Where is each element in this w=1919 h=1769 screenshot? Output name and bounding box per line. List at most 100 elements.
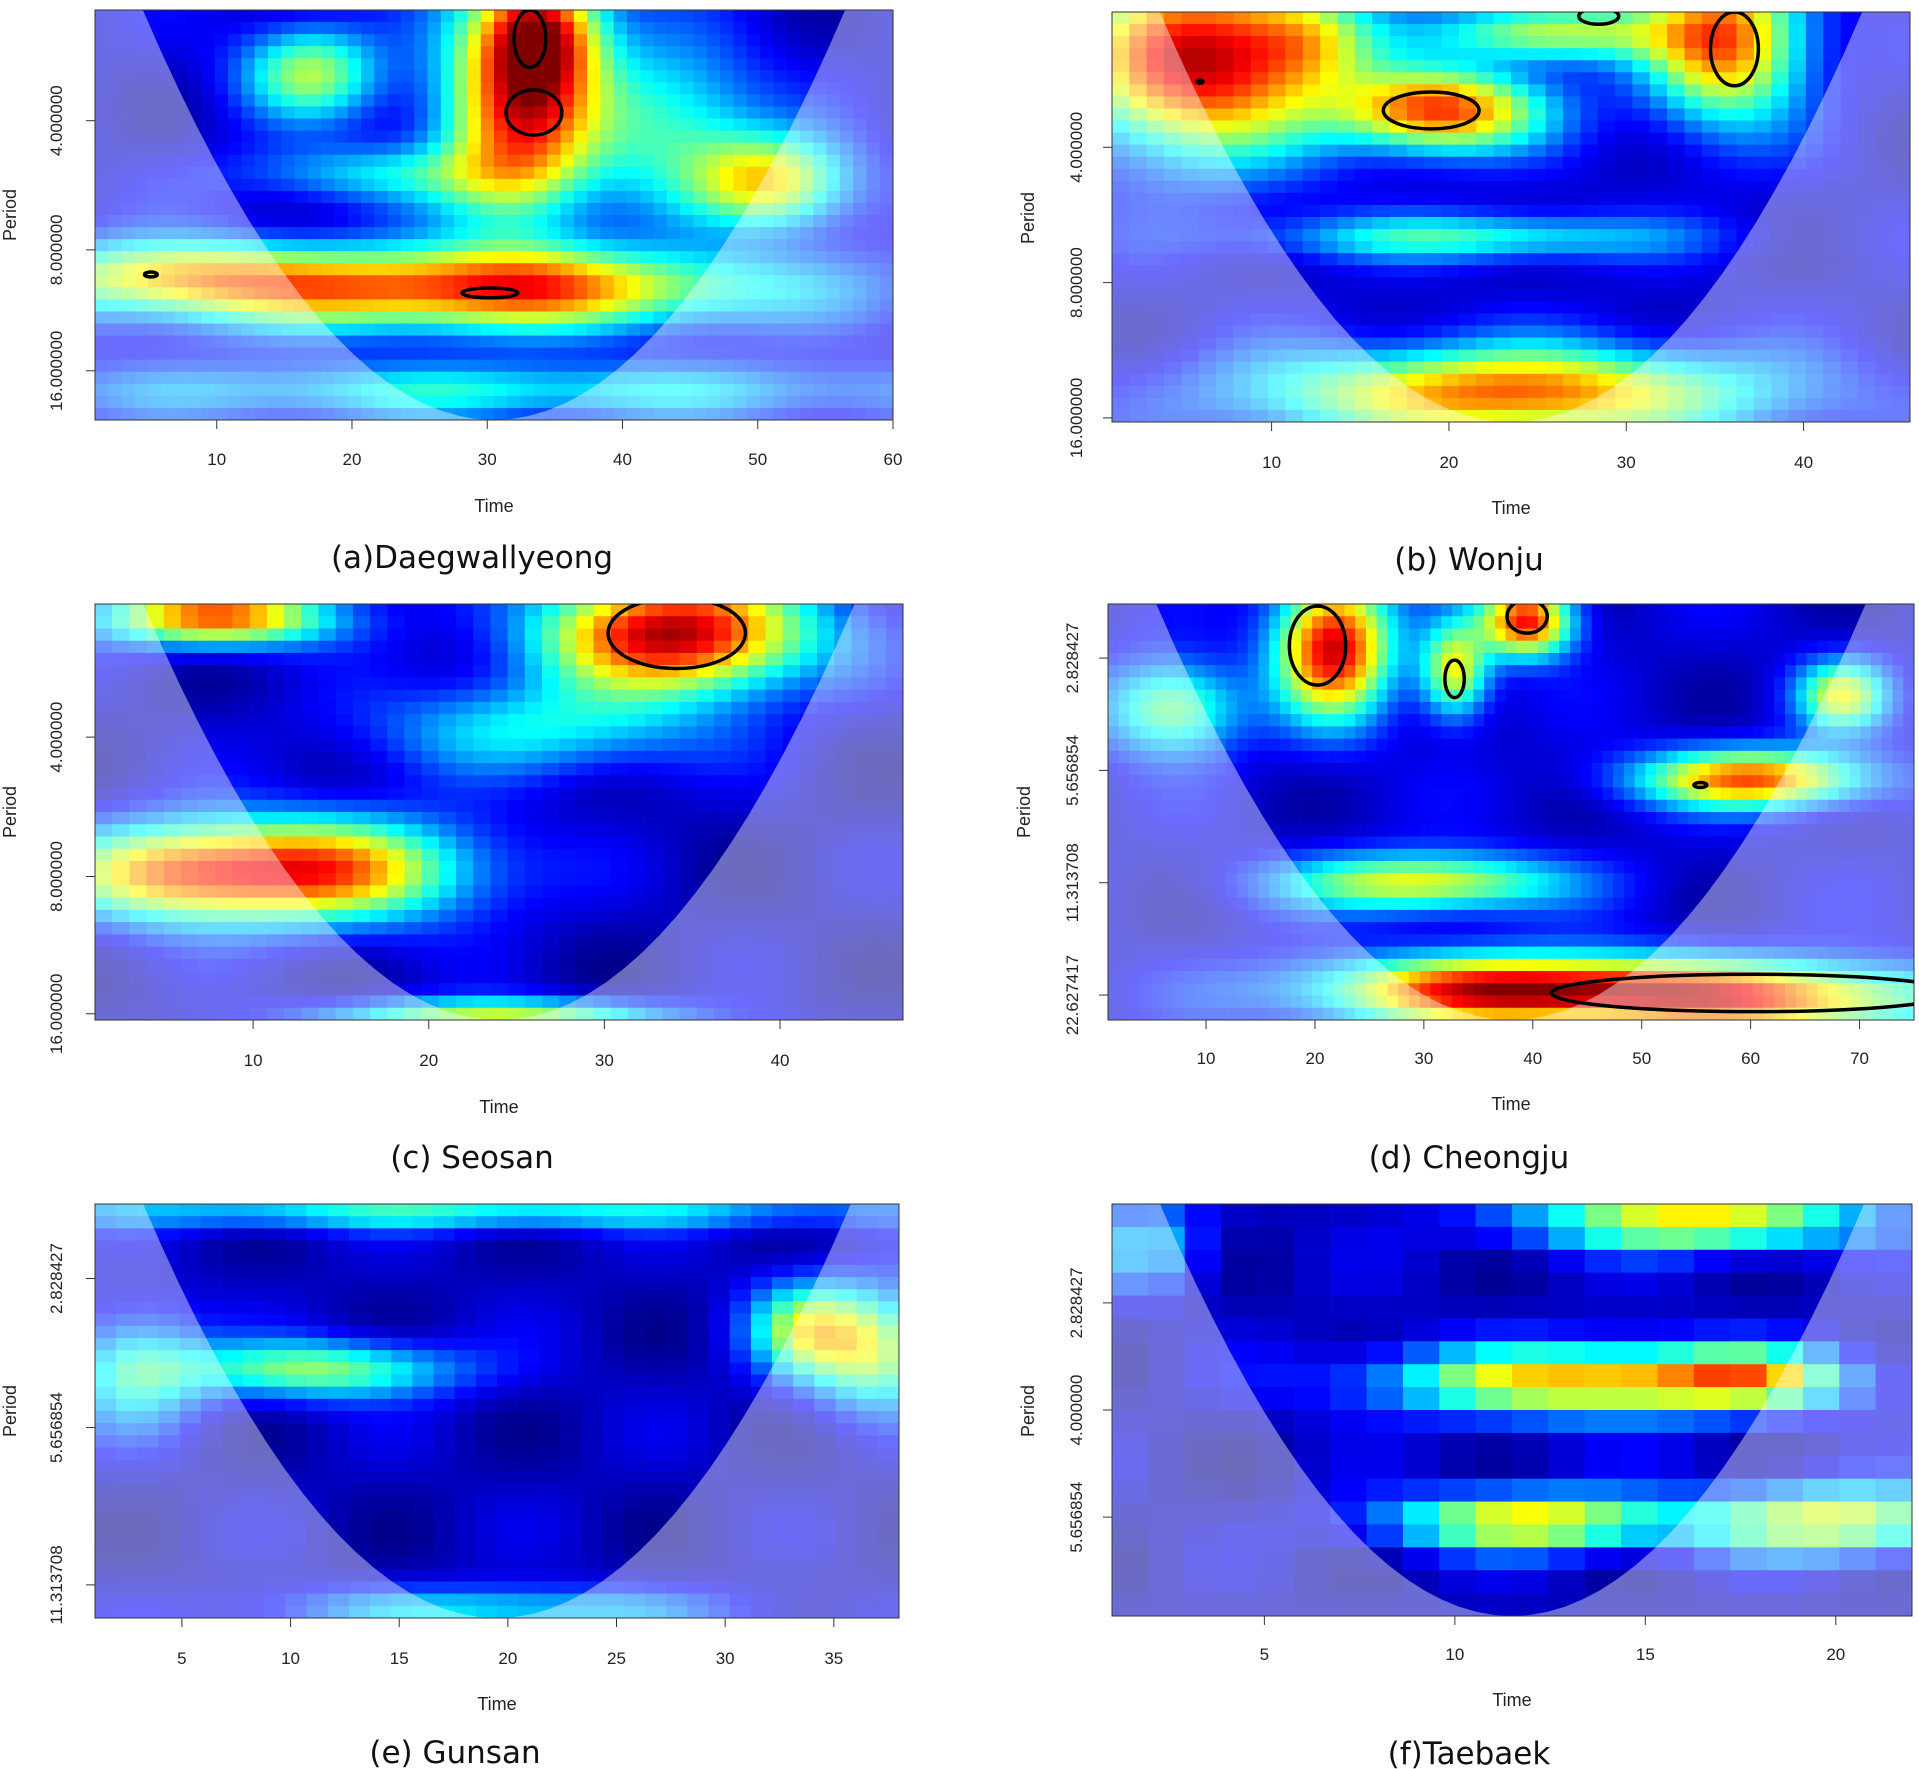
x-tick-label: 20 <box>1439 453 1458 472</box>
x-axis-title: Time <box>479 1097 518 1117</box>
x-tick-label: 30 <box>1414 1049 1433 1068</box>
panel-caption: (c) Seosan <box>390 1140 554 1176</box>
x-tick-label: 40 <box>1523 1049 1542 1068</box>
power-heatmap <box>1112 1204 1912 1616</box>
significance-contour <box>1381 90 1481 131</box>
significance-contour <box>1194 78 1205 86</box>
significance-contour <box>512 10 548 70</box>
panel-b: 10 20 30 40 4.000000 8.000000 16.000000 Time Per… <box>1018 11 1911 578</box>
x-tick-label: 20 <box>498 1649 517 1668</box>
significance-contour <box>606 604 748 671</box>
y-axis-title: Period <box>0 1385 20 1437</box>
panel-caption: (e) Gunsan <box>369 1735 540 1769</box>
x-tick-label: 40 <box>613 450 632 469</box>
plot-frame <box>94 1203 900 1619</box>
y-axis-title: Period <box>0 786 20 838</box>
x-tick-label: 15 <box>1636 1645 1655 1664</box>
plot-frame <box>1111 11 1911 423</box>
y-axis-title: Period <box>0 189 20 241</box>
x-tick-label: 20 <box>1305 1049 1324 1068</box>
x-tick-label: 10 <box>281 1649 300 1668</box>
y-axis-title: Period <box>1014 786 1034 838</box>
x-tick-label: 20 <box>419 1051 438 1070</box>
panel-caption: (d) Cheongju <box>1369 1140 1570 1176</box>
x-tick-label: 10 <box>1262 453 1281 472</box>
significance-contour <box>504 88 564 137</box>
cone-of-influence <box>1112 1204 1912 1616</box>
panel-caption: (f)Taebaek <box>1388 1736 1551 1769</box>
plot-frame <box>94 9 894 421</box>
x-axis-title: Time <box>1491 498 1530 518</box>
plot-frame <box>1107 603 1915 1021</box>
x-tick-label: 30 <box>716 1649 735 1668</box>
x-tick-label: 60 <box>884 450 903 469</box>
power-heatmap <box>1112 12 1910 422</box>
panel-d: 10 20 30 40 50 60 70 2.828427 5.656854 11.313708 2… <box>1014 603 1915 1176</box>
cone-of-influence <box>1112 12 1910 422</box>
x-tick-label: 10 <box>1197 1049 1216 1068</box>
y-tick-label: 5.656854 <box>1063 735 1082 806</box>
x-axis-title: Time <box>477 1694 516 1714</box>
y-tick-label: 5.656854 <box>47 1392 66 1463</box>
cone-of-influence <box>1108 604 1914 1020</box>
power-heatmap <box>95 604 903 1020</box>
x-tick-label: 30 <box>595 1051 614 1070</box>
x-tick-label: 20 <box>1826 1645 1845 1664</box>
plot-frame <box>94 603 904 1021</box>
x-tick-label: 5 <box>1260 1645 1269 1664</box>
x-tick-label: 50 <box>1632 1049 1651 1068</box>
y-tick-label: 2.828427 <box>1067 1267 1086 1338</box>
x-tick-label: 5 <box>177 1649 186 1668</box>
panel-f: 5 10 15 20 2.828427 4.000000 5.656854 Time Perio… <box>1018 1203 1913 1769</box>
significance-contour <box>1443 658 1467 700</box>
significance-contour <box>1549 972 1914 1014</box>
y-tick-label: 4.000000 <box>47 702 66 773</box>
power-heatmap <box>1108 604 1914 1020</box>
y-tick-label: 4.000000 <box>47 85 66 156</box>
y-tick-label: 2.828427 <box>1063 623 1082 694</box>
significance-contour <box>1505 604 1550 635</box>
power-heatmap <box>95 1204 899 1618</box>
y-tick-label: 16.000000 <box>47 974 66 1054</box>
x-tick-label: 60 <box>1741 1049 1760 1068</box>
y-tick-label: 8.000000 <box>1067 247 1086 318</box>
significance-contour <box>1577 12 1621 27</box>
panel-caption: (a)Daegwallyeong <box>331 540 613 576</box>
x-tick-label: 50 <box>748 450 767 469</box>
significance-contour <box>142 270 159 279</box>
x-tick-label: 25 <box>607 1649 626 1668</box>
y-tick-label: 8.000000 <box>47 214 66 285</box>
y-tick-label: 8.000000 <box>47 841 66 912</box>
y-tick-label: 16.000000 <box>47 331 66 411</box>
y-tick-label: 11.313708 <box>47 1545 66 1624</box>
y-tick-label: 4.000000 <box>1067 112 1086 183</box>
panel-caption: (b) Wonju <box>1394 542 1543 578</box>
x-tick-label: 30 <box>1617 453 1636 472</box>
x-axis-title: Time <box>474 496 513 516</box>
significance-contour <box>1287 604 1348 687</box>
y-tick-label: 2.828427 <box>47 1243 66 1314</box>
x-tick-label: 20 <box>343 450 362 469</box>
x-axis-title: Time <box>1492 1690 1531 1710</box>
cone-of-influence <box>95 10 893 420</box>
panel-a: 10 20 30 40 50 60 4.000000 8.000000 16.000000 Tim… <box>0 9 903 576</box>
significance-contour <box>1692 780 1709 790</box>
cone-of-influence <box>95 1204 899 1618</box>
x-tick-label: 40 <box>1794 453 1813 472</box>
power-heatmap <box>95 10 893 420</box>
cone-of-influence <box>95 604 903 1020</box>
y-axis-title: Period <box>1018 192 1038 244</box>
y-tick-label: 22.627417 <box>1063 955 1082 1035</box>
significance-contour <box>1708 12 1761 88</box>
y-tick-label: 5.656854 <box>1067 1482 1086 1553</box>
x-tick-label: 10 <box>207 450 226 469</box>
x-tick-label: 10 <box>244 1051 263 1070</box>
x-tick-label: 40 <box>771 1051 790 1070</box>
y-tick-label: 16.000000 <box>1067 378 1086 458</box>
y-tick-label: 4.000000 <box>1067 1375 1086 1446</box>
x-tick-label: 30 <box>478 450 497 469</box>
x-tick-label: 35 <box>824 1649 843 1668</box>
y-axis-title: Period <box>1018 1385 1038 1437</box>
x-axis-title: Time <box>1491 1094 1530 1114</box>
